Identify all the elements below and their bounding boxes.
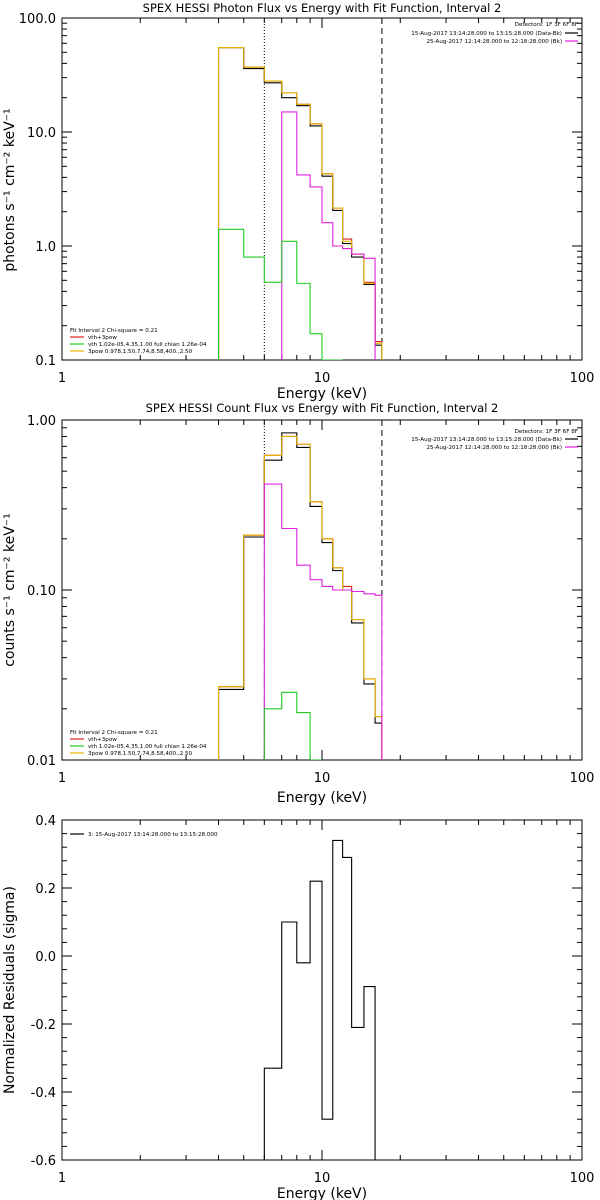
- series-data-bk: [217, 432, 383, 760]
- photon-legend-bk: 25-Aug-2017 12:14:28.000 to 12:18:28.000…: [426, 39, 562, 45]
- series-vth-3pow: [217, 435, 383, 760]
- photon-legend-vth: vth 1.02e-05,4.35,1.00 full chian 1.26e-…: [88, 342, 207, 348]
- x-tick-label: 10: [314, 371, 331, 386]
- count-flux-title: SPEX HESSI Count Flux vs Energy with Fit…: [146, 401, 499, 415]
- y-tick-label: 0.0: [35, 950, 56, 965]
- series-3pow: [217, 47, 383, 360]
- series-data-bk: [217, 47, 383, 360]
- count-x-axis-label: Energy (keV): [277, 790, 367, 806]
- count-detectors-text: Detectors: 1F 3F 6F 8F: [515, 429, 578, 435]
- x-tick-label: 10: [314, 771, 331, 786]
- photon-flux-panel: SPEX HESSI Photon Flux vs Energy with Fi…: [2, 1, 594, 402]
- count-y-axis-label: counts s⁻¹ cm⁻² keV⁻¹: [2, 513, 18, 667]
- series-bk: [263, 483, 383, 760]
- y-tick-label: 0.4: [35, 814, 56, 829]
- y-tick-label: -0.2: [31, 1018, 56, 1033]
- residuals-y-axis-label: Normalized Residuals (sigma): [2, 886, 18, 1094]
- x-tick-label: 1: [58, 771, 66, 786]
- photon-fit-heading: Fit Interval 2 Chi-square = 0.21: [70, 328, 158, 334]
- photon-legend-data-bk: 15-Aug-2017 13:14:28.000 to 13:15:28.000…: [411, 31, 562, 37]
- residuals-panel: Energy (keV) Normalized Residuals (sigma…: [2, 814, 594, 1200]
- y-tick-label: 1.00: [27, 414, 56, 429]
- y-tick-label: -0.4: [31, 1086, 56, 1101]
- photon-legend-bpow: 3pow 0.978,1.50,7.74,8.58,400.,2.50: [88, 349, 193, 355]
- count-flux-panel: SPEX HESSI Count Flux vs Energy with Fit…: [2, 401, 594, 806]
- y-tick-label: 100.0: [19, 12, 56, 27]
- y-tick-label: 0.10: [27, 584, 56, 599]
- series-bk: [281, 111, 376, 360]
- x-tick-label: 100: [570, 371, 595, 386]
- photon-flux-title: SPEX HESSI Photon Flux vs Energy with Fi…: [143, 1, 502, 15]
- residuals-x-axis-label: Energy (keV): [277, 1186, 367, 1200]
- y-tick-label: 0.01: [27, 754, 56, 769]
- photon-detectors-text: Detectors: 1F 3F 6F 8F: [515, 22, 578, 28]
- count-legend-bpow: 3pow 0.978,1.50,7.74,8.58,400.,2.50: [88, 751, 193, 757]
- count-legend-data-bk: 15-Aug-2017 13:14:28.000 to 13:15:28.000…: [411, 437, 562, 443]
- series-3pow: [217, 435, 383, 760]
- y-tick-label: 1.0: [35, 240, 56, 255]
- count-fit-heading: Fit Interval 2 Chi-square = 0.21: [70, 730, 158, 736]
- series-3-15-aug-2017-13-14-28-000-to-13-15-28-000: [263, 839, 382, 1160]
- photon-y-axis-label: photons s⁻¹ cm⁻² keV⁻¹: [2, 108, 18, 271]
- x-tick-label: 100: [570, 771, 595, 786]
- count-legend-vth-bpow: vth+3pow: [88, 737, 117, 743]
- y-tick-label: 0.2: [35, 882, 56, 897]
- photon-x-axis-label: Energy (keV): [277, 386, 367, 402]
- series-vth: [217, 228, 343, 360]
- plot-frame: [61, 419, 583, 761]
- x-tick-label: 100: [570, 1171, 595, 1186]
- count-legend-vth: vth 1.02e-05,4.35,1.00 full chian 1.26e-…: [88, 744, 207, 750]
- count-legend-bk: 25-Aug-2017 12:14:28.000 to 12:18:28.000…: [426, 445, 562, 451]
- series-vth: [263, 691, 322, 760]
- y-tick-label: 10.0: [27, 126, 56, 141]
- x-tick-label: 1: [58, 1171, 66, 1186]
- x-tick-label: 10: [314, 1171, 331, 1186]
- residuals-legend: 3: 15-Aug-2017 13:14:28.000 to 13:15:28.…: [88, 832, 218, 838]
- y-tick-label: -0.6: [31, 1154, 56, 1169]
- photon-legend-vth-bpow: vth+3pow: [88, 335, 117, 341]
- x-tick-label: 1: [58, 371, 66, 386]
- y-tick-label: 0.1: [35, 354, 56, 369]
- series-vth-3pow: [217, 47, 383, 360]
